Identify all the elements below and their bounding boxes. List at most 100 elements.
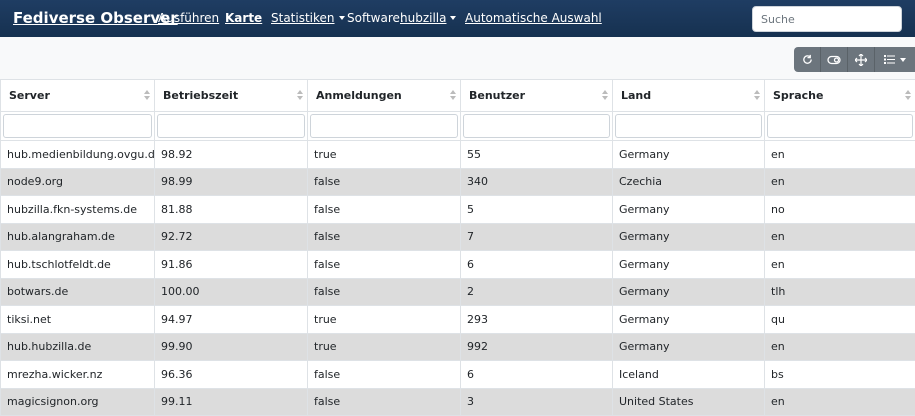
cell-signups: false [308, 361, 461, 389]
navbar: Fediverse Observer Ausführen Karte Stati… [0, 0, 915, 37]
cell-signups: false [308, 223, 461, 251]
cell-signups: false [308, 388, 461, 416]
sort-icon [754, 90, 760, 102]
header-uptime[interactable]: Betriebszeit [155, 80, 308, 112]
sort-icon [602, 90, 608, 102]
cell-country: Germany [613, 333, 765, 361]
cell-language: qu [765, 306, 915, 334]
header-language[interactable]: Sprache [765, 80, 915, 112]
search-input[interactable] [752, 6, 902, 32]
filter-users[interactable] [463, 114, 610, 138]
header-country[interactable]: Land [613, 80, 765, 112]
cell-users: 55 [461, 141, 613, 169]
filter-uptime[interactable] [157, 114, 305, 138]
software-label: Software: [347, 11, 404, 25]
sort-icon [905, 90, 911, 102]
cell-country: Czechia [613, 168, 765, 196]
filter-server[interactable] [3, 114, 152, 138]
software-value: hubzilla [400, 11, 446, 25]
chevron-down-icon [450, 16, 456, 20]
nav-run[interactable]: Ausführen [158, 11, 219, 25]
cell-signups: false [308, 196, 461, 224]
cell-server: hub.tschlotfeldt.de [1, 251, 155, 279]
fullscreen-button[interactable] [848, 47, 875, 72]
filter-country[interactable] [615, 114, 762, 138]
cell-server: node9.org [1, 168, 155, 196]
chevron-down-icon [339, 16, 345, 20]
table-toolbar [794, 47, 915, 72]
cell-language: bs [765, 361, 915, 389]
cell-users: 2 [461, 278, 613, 306]
cell-server: hub.alangraham.de [1, 223, 155, 251]
cell-country: Germany [613, 278, 765, 306]
sort-icon [144, 90, 150, 102]
nav-stats-dropdown[interactable]: Statistiken [271, 11, 345, 25]
cell-users: 992 [461, 333, 613, 361]
header-server[interactable]: Server [1, 80, 155, 112]
columns-icon [884, 55, 895, 64]
columns-button[interactable] [875, 47, 915, 72]
cell-country: Germany [613, 306, 765, 334]
refresh-button[interactable] [794, 47, 821, 72]
cell-signups: false [308, 278, 461, 306]
cell-country: Germany [613, 223, 765, 251]
cell-uptime: 91.86 [155, 251, 308, 279]
server-table: Server Betriebszeit Anmeldungen Benutzer… [0, 79, 915, 416]
cell-uptime: 81.88 [155, 196, 308, 224]
cell-uptime: 94.97 [155, 306, 308, 334]
filter-signups[interactable] [310, 114, 458, 138]
chevron-down-icon [900, 58, 906, 62]
nav-auto-select[interactable]: Automatische Auswahl [465, 11, 602, 25]
cell-country: Iceland [613, 361, 765, 389]
cell-server: botwars.de [1, 278, 155, 306]
cell-country: United States [613, 388, 765, 416]
cell-uptime: 98.92 [155, 141, 308, 169]
header-signups[interactable]: Anmeldungen [308, 80, 461, 112]
cell-language: en [765, 388, 915, 416]
sort-icon [450, 90, 456, 102]
brand-link[interactable]: Fediverse Observer [13, 9, 178, 27]
cell-server: tiksi.net [1, 306, 155, 334]
cell-country: Germany [613, 196, 765, 224]
cell-uptime: 99.90 [155, 333, 308, 361]
cell-language: tlh [765, 278, 915, 306]
refresh-icon [802, 54, 813, 65]
cell-users: 3 [461, 388, 613, 416]
cell-signups: true [308, 141, 461, 169]
cell-language: en [765, 223, 915, 251]
cell-server: hubzilla.fkn-systems.de [1, 196, 155, 224]
cell-language: en [765, 168, 915, 196]
filter-language[interactable] [767, 114, 913, 138]
cell-server: hub.medienbildung.ovgu.de [1, 141, 155, 169]
cell-uptime: 99.11 [155, 388, 308, 416]
cell-country: Germany [613, 141, 765, 169]
toggle-icon [827, 55, 841, 65]
header-users[interactable]: Benutzer [461, 80, 613, 112]
cell-language: no [765, 196, 915, 224]
sort-icon [297, 90, 303, 102]
cell-signups: false [308, 251, 461, 279]
cell-language: en [765, 141, 915, 169]
nav-map[interactable]: Karte [225, 11, 262, 25]
cell-users: 293 [461, 306, 613, 334]
cell-language: en [765, 251, 915, 279]
toggle-view-button[interactable] [821, 47, 848, 72]
cell-signups: true [308, 333, 461, 361]
cell-server: magicsignon.org [1, 388, 155, 416]
fullscreen-icon [855, 54, 867, 66]
cell-users: 6 [461, 251, 613, 279]
software-dropdown[interactable]: hubzilla [400, 11, 456, 25]
cell-server: hub.hubzilla.de [1, 333, 155, 361]
cell-signups: false [308, 168, 461, 196]
cell-uptime: 98.99 [155, 168, 308, 196]
